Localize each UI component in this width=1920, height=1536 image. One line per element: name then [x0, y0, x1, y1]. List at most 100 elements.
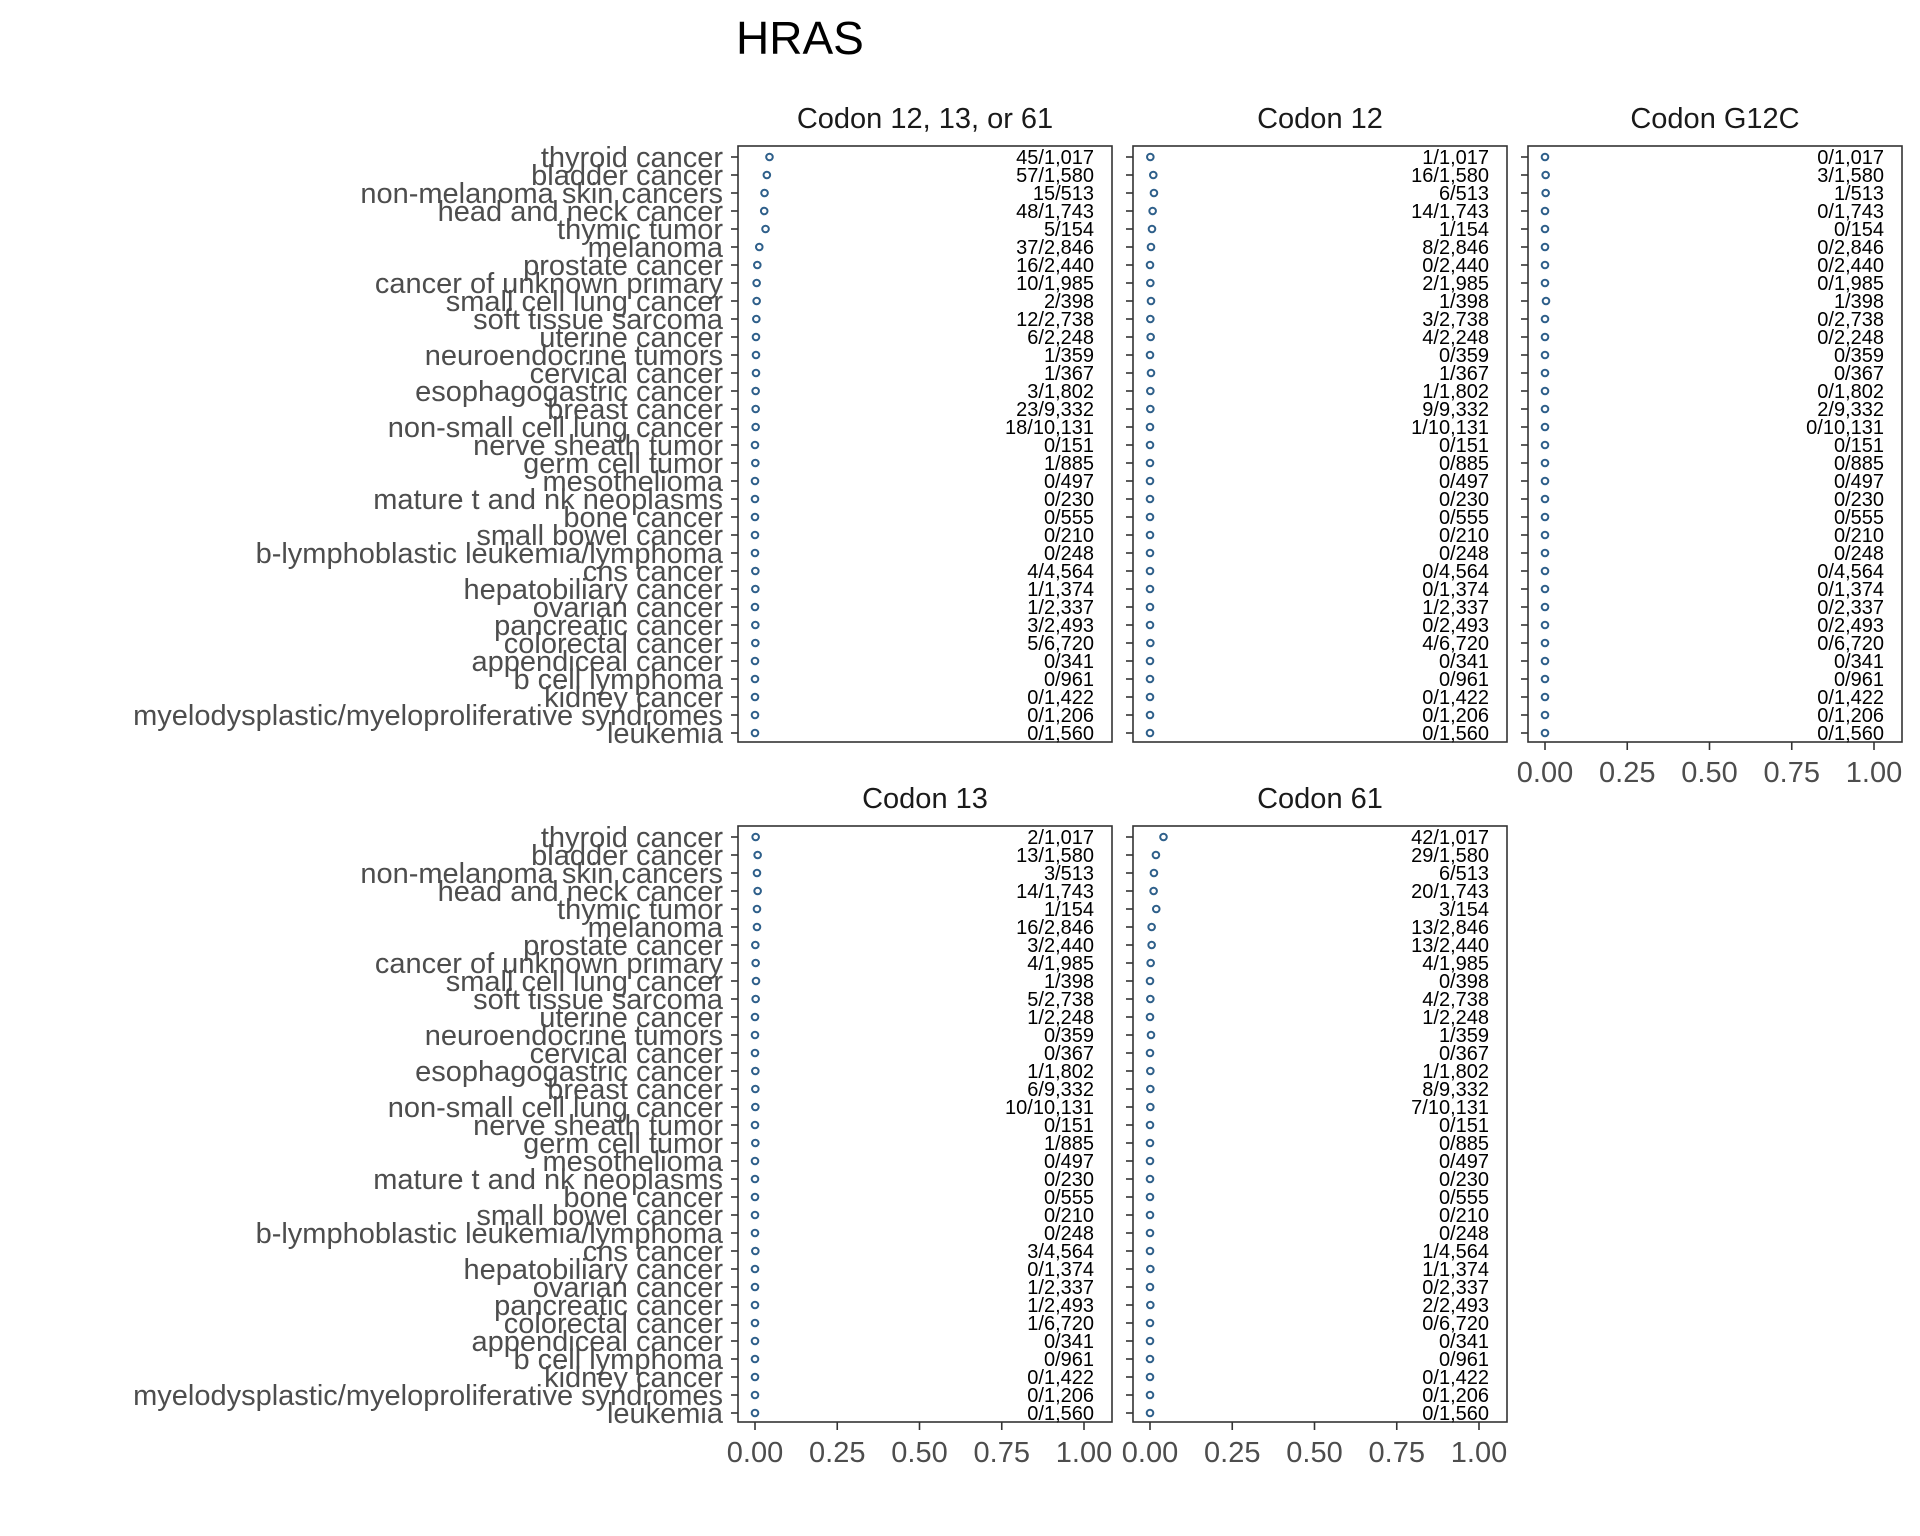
- data-point: [1540, 152, 1550, 162]
- facet-title: Codon 12, 13, or 61: [797, 103, 1053, 135]
- data-point: [1146, 1264, 1155, 1274]
- count-label: 0/341: [1834, 651, 1884, 673]
- y-tick-label: kidney cancer: [544, 682, 723, 714]
- data-point: [1540, 530, 1550, 540]
- data-point: [750, 656, 760, 666]
- data-point: [750, 1030, 760, 1040]
- data-point: [1145, 494, 1155, 504]
- count-label: 0/497: [1044, 1151, 1094, 1173]
- count-label: 1/359: [1439, 1025, 1489, 1047]
- data-point: [1145, 1012, 1155, 1022]
- y-tick-label: cns cancer: [583, 1236, 724, 1268]
- count-label: 0/1,017: [1817, 147, 1884, 169]
- count-label: 0/341: [1439, 651, 1489, 673]
- count-label: 0/230: [1044, 489, 1094, 511]
- count-label: 14/1,743: [1411, 201, 1489, 223]
- data-point: [1540, 206, 1550, 216]
- count-label: 1/398: [1439, 291, 1489, 313]
- count-label: 3/1,580: [1817, 165, 1884, 187]
- x-tick-label: 0.25: [1599, 757, 1655, 789]
- count-label: 0/497: [1439, 471, 1489, 493]
- data-point: [1540, 674, 1550, 684]
- data-point: [1145, 260, 1155, 270]
- count-label: 3/2,440: [1027, 935, 1094, 957]
- data-point: [1145, 710, 1155, 720]
- count-label: 4/4,564: [1027, 561, 1094, 583]
- count-label: 0/1,206: [1422, 1385, 1489, 1407]
- data-point: [750, 1390, 760, 1400]
- count-label: 0/497: [1044, 471, 1094, 493]
- count-label: 0/1,374: [1817, 579, 1884, 601]
- data-point: [750, 1282, 760, 1292]
- data-point: [752, 922, 762, 932]
- y-tick-label: prostate cancer: [523, 930, 723, 962]
- facet-panel: Codon 12, 13, or 61 thyroid cancerbladder…: [133, 103, 1113, 750]
- count-label: 0/2,493: [1422, 615, 1489, 637]
- count-label: 1/398: [1044, 971, 1094, 993]
- data-point: [1145, 976, 1155, 986]
- count-label: 0/1,985: [1817, 273, 1884, 295]
- count-label: 1/2,493: [1027, 1295, 1094, 1317]
- y-tick-label: bladder cancer: [531, 160, 723, 192]
- panel-border: [1132, 825, 1508, 1423]
- count-label: 0/359: [1834, 345, 1884, 367]
- facet-title: Codon 61: [1257, 783, 1383, 815]
- data-point: [1145, 656, 1155, 666]
- y-tick-label: cancer of unknown primary: [375, 268, 724, 300]
- data-point: [750, 530, 760, 540]
- count-label: 1/1,017: [1422, 147, 1489, 169]
- data-point: [1159, 832, 1168, 842]
- data-point: [1145, 620, 1155, 630]
- count-label: 15/513: [1033, 183, 1094, 205]
- count-label: 4/2,248: [1422, 327, 1489, 349]
- data-point: [1145, 1228, 1155, 1238]
- data-point: [1540, 602, 1550, 612]
- data-point: [760, 188, 769, 198]
- data-point: [751, 940, 760, 950]
- y-tick-label: non-melanoma skin cancers: [360, 858, 723, 890]
- y-tick-label: thymic tumor: [557, 214, 723, 246]
- y-tick-label: germ cell tumor: [523, 1128, 723, 1160]
- count-label: 0/367: [1044, 1043, 1094, 1065]
- count-label: 0/1,374: [1027, 1259, 1094, 1281]
- data-point: [750, 1210, 760, 1220]
- count-label: 0/248: [1044, 1223, 1094, 1245]
- data-point: [1541, 188, 1550, 198]
- y-tick-label: nerve sheath tumor: [473, 1110, 723, 1142]
- data-point: [1146, 1030, 1156, 1040]
- data-point: [750, 1120, 760, 1130]
- data-point: [1145, 440, 1155, 450]
- data-point: [751, 1246, 760, 1256]
- y-tick-label: germ cell tumor: [523, 448, 723, 480]
- y-tick-label: leukemia: [607, 1398, 724, 1430]
- data-point: [1540, 512, 1550, 522]
- count-label: 0/398: [1439, 971, 1489, 993]
- x-tick-label: 0.25: [809, 1437, 865, 1469]
- data-point: [1147, 224, 1157, 234]
- y-tick-label: melanoma: [588, 912, 724, 944]
- data-point: [750, 476, 760, 486]
- data-point: [1146, 638, 1155, 648]
- data-point: [1540, 638, 1550, 648]
- y-tick-label: b cell lymphoma: [513, 664, 723, 696]
- count-label: 0/497: [1439, 1151, 1489, 1173]
- count-label: 0/2,440: [1817, 255, 1884, 277]
- y-tick-label: thymic tumor: [557, 894, 723, 926]
- count-label: 0/6,720: [1422, 1313, 1489, 1335]
- count-label: 1/1,802: [1027, 1061, 1094, 1083]
- count-label: 8/9,332: [1422, 1079, 1489, 1101]
- y-tick-label: mature t and nk neoplasms: [373, 1164, 723, 1196]
- count-label: 12/2,738: [1016, 309, 1094, 331]
- data-point: [751, 350, 761, 360]
- data-point: [750, 548, 760, 558]
- data-point: [1540, 278, 1550, 288]
- data-point: [765, 152, 774, 162]
- count-label: 0/151: [1044, 435, 1094, 457]
- x-tick-label: 0.50: [1681, 757, 1737, 789]
- data-point: [1145, 1336, 1155, 1346]
- count-label: 4/1,985: [1422, 953, 1489, 975]
- count-label: 0/1,802: [1817, 381, 1884, 403]
- data-point: [1146, 386, 1155, 396]
- count-label: 1/1,374: [1027, 579, 1094, 601]
